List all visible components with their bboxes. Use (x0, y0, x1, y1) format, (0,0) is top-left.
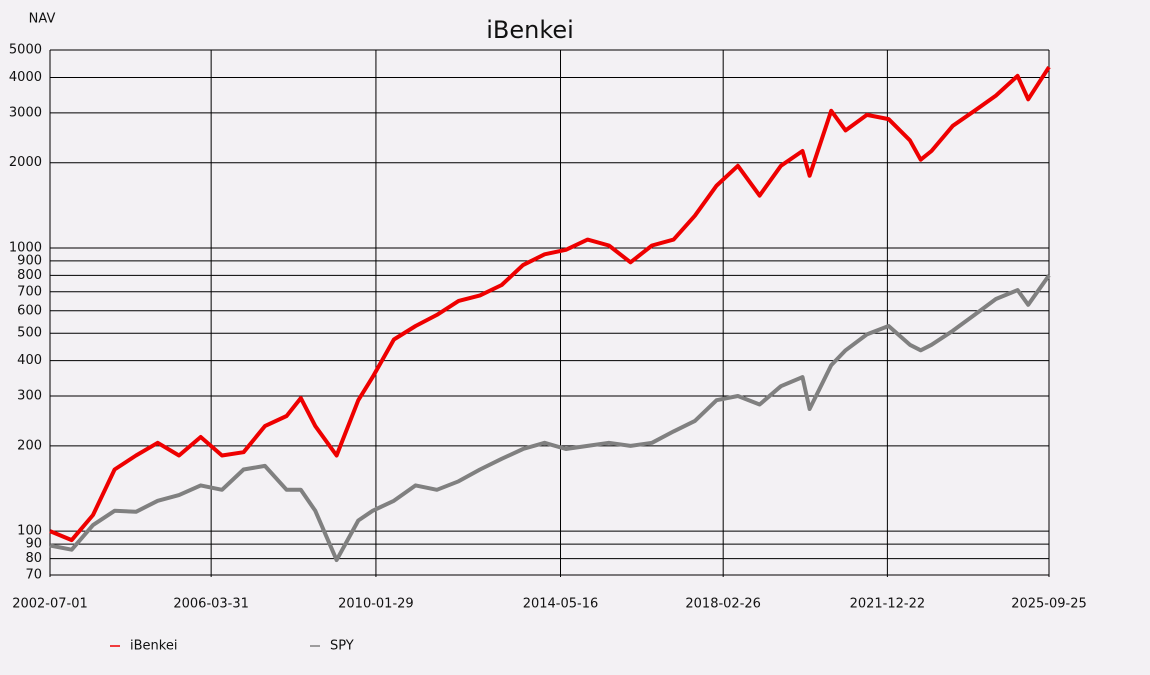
series-line (49, 66, 1051, 543)
y-tick-label: 100 (17, 524, 42, 539)
x-tick-label: 2002-07-01 (12, 597, 88, 612)
y-tick-label: 500 (17, 326, 42, 341)
x-tick-label: 2014-05-16 (523, 597, 599, 612)
y-tick-label: 70 (25, 568, 42, 583)
y-tick-label: 80 (25, 551, 42, 566)
x-tick-label: 2021-12-22 (850, 597, 926, 612)
y-tick-label: 5000 (9, 43, 42, 58)
y-axis-label: NAV (29, 12, 56, 27)
y-tick-label: 200 (17, 438, 42, 453)
series-line (49, 274, 1051, 563)
legend-label: iBenkei (130, 639, 177, 654)
y-tick-label: 400 (17, 353, 42, 368)
y-tick-label: 800 (17, 268, 42, 283)
y-tick-label: 3000 (9, 105, 42, 120)
y-tick-label: 900 (17, 253, 42, 268)
chart-title: iBenkei (486, 16, 574, 44)
y-tick-label: 300 (17, 389, 42, 404)
y-tick-label: 4000 (9, 70, 42, 85)
y-tick-label: 700 (17, 284, 42, 299)
y-tick-label: 600 (17, 303, 42, 318)
x-tick-label: 2025-09-25 (1011, 597, 1087, 612)
y-tick-label: 1000 (9, 240, 42, 255)
x-tick-label: 2006-03-31 (173, 597, 249, 612)
x-tick-label: 2010-01-29 (338, 597, 414, 612)
x-tick-label: 2018-02-26 (685, 597, 761, 612)
y-tick-label: 90 (25, 537, 42, 552)
y-tick-label: 2000 (9, 155, 42, 170)
legend-label: SPY (330, 639, 354, 654)
